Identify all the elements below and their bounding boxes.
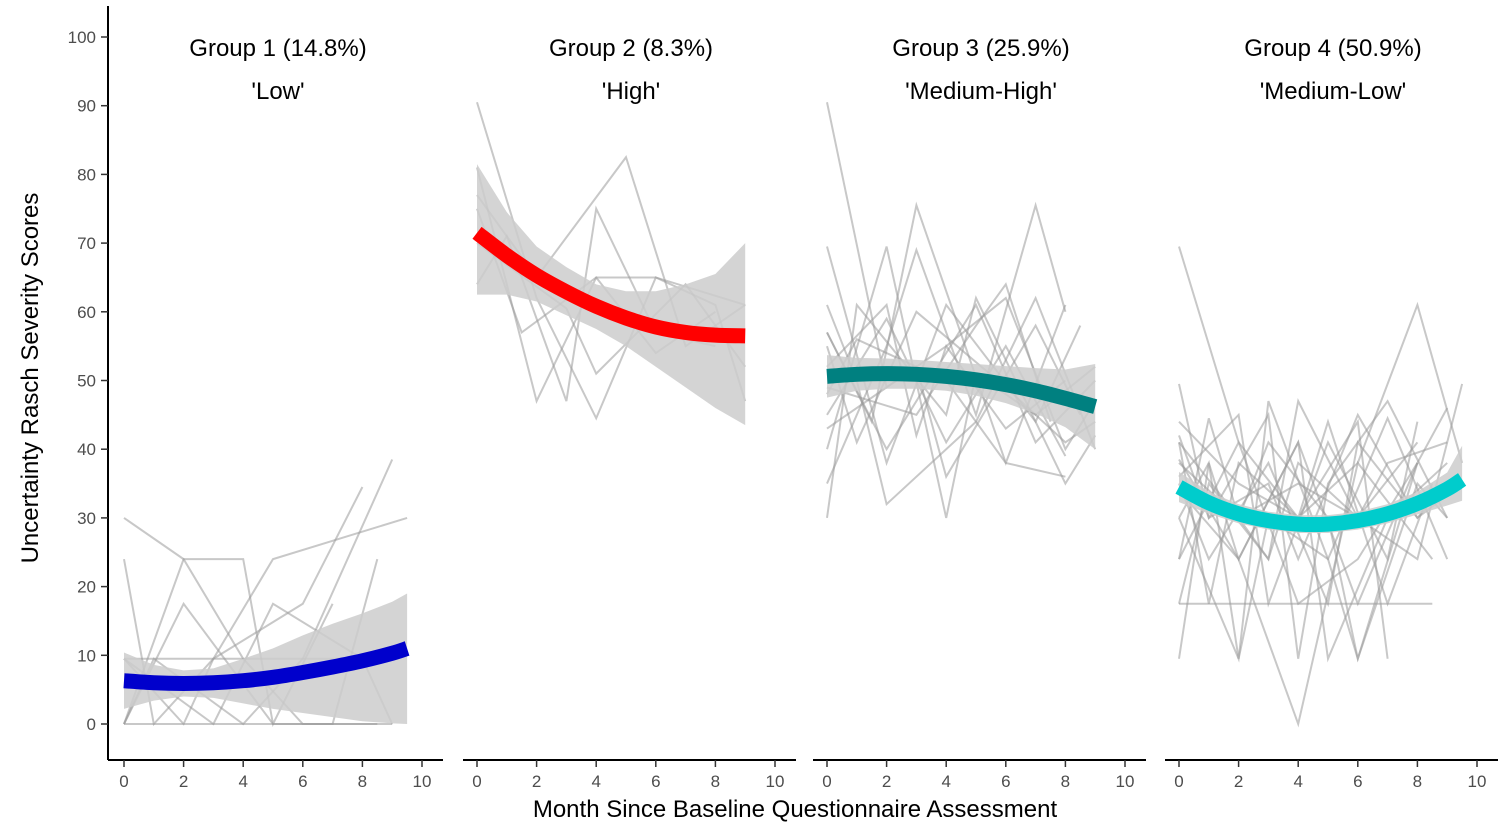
y-tick-label: 10 (77, 646, 96, 665)
facet-panel-3: Group 3 (25.9%) 'Medium-High' (826, 35, 1098, 519)
confidence-ribbon (124, 593, 408, 724)
individual-trajectory (123, 486, 364, 726)
y-tick-label: 90 (77, 97, 96, 116)
facet-panel-4: Group 4 (50.9%) 'Medium-Low' (1175, 35, 1467, 728)
panel-title: Group 2 (8.3%) (549, 35, 713, 62)
individual-trajectory (826, 102, 1097, 452)
x-tick-label: 8 (1061, 772, 1070, 791)
y-tick-label: 30 (77, 509, 96, 528)
x-tick-label: 0 (822, 772, 831, 791)
x-tick-label: 2 (532, 772, 541, 791)
confidence-ribbon (477, 164, 746, 426)
x-tick-label: 6 (1353, 772, 1362, 791)
y-tick-label: 60 (77, 303, 96, 322)
y-tick-label: 40 (77, 440, 96, 459)
y-tick-label: 70 (77, 234, 96, 253)
individual-trajectory (1178, 418, 1389, 659)
panel-subtitle: 'High' (602, 78, 661, 105)
y-tick-label: 80 (77, 165, 96, 184)
x-tick-label: 0 (1174, 772, 1183, 791)
group-fitted-trajectory (826, 366, 1098, 414)
x-tick-label: 10 (1116, 772, 1135, 791)
x-tick-label: 8 (358, 772, 367, 791)
y-tick-label: 20 (77, 578, 96, 597)
facet-panel-2: Group 2 (8.3%) 'High' (472, 35, 747, 426)
x-tick-label: 10 (766, 772, 785, 791)
panel-title: Group 4 (50.9%) (1244, 35, 1421, 62)
x-axis-title: Month Since Baseline Questionnaire Asses… (533, 796, 1058, 823)
x-tick-label: 2 (1234, 772, 1243, 791)
group-fitted-trajectory (123, 641, 410, 691)
group-fitted-trajectory (472, 226, 746, 344)
x-tick-label: 8 (1413, 772, 1422, 791)
y-tick-label: 50 (77, 372, 96, 391)
x-tick-label: 10 (1468, 772, 1487, 791)
x-tick-label: 0 (119, 772, 128, 791)
x-tick-label: 0 (472, 772, 481, 791)
x-tick-label: 2 (882, 772, 891, 791)
y-axis-title: Uncertainty Rasch Severity Scores (17, 193, 44, 564)
facet-panel-1: Group 1 (14.8%) 'Low' (123, 35, 410, 728)
panel-title: Group 3 (25.9%) (892, 35, 1069, 62)
x-tick-label: 10 (413, 772, 432, 791)
x-tick-label: 6 (1001, 772, 1010, 791)
individual-trajectory (1178, 439, 1463, 608)
x-tick-label: 4 (591, 772, 600, 791)
x-tick-label: 4 (238, 772, 247, 791)
individual-trajectory (826, 302, 1067, 440)
panel-title: Group 1 (14.8%) (189, 35, 366, 62)
x-tick-label: 4 (941, 772, 950, 791)
individual-trajectory (1178, 439, 1419, 606)
individual-trajectory (1178, 383, 1464, 561)
x-tick-label: 8 (711, 772, 720, 791)
panels-layer: Group 1 (14.8%) 'Low' Group 2 (8.3%) 'High'… (123, 35, 1467, 728)
x-tick-label: 4 (1293, 772, 1302, 791)
y-tick-label: 100 (68, 28, 96, 47)
x-tick-label: 2 (179, 772, 188, 791)
panel-subtitle: 'Medium-High' (905, 78, 1057, 105)
individual-trajectory (1178, 418, 1434, 607)
panel-subtitle: 'Low' (251, 78, 304, 105)
x-tick-label: 6 (298, 772, 307, 791)
y-tick-label: 0 (87, 715, 96, 734)
group-fitted-trajectory (1175, 473, 1467, 533)
x-tick-label: 6 (651, 772, 660, 791)
panel-subtitle: 'Medium-Low' (1260, 78, 1407, 105)
